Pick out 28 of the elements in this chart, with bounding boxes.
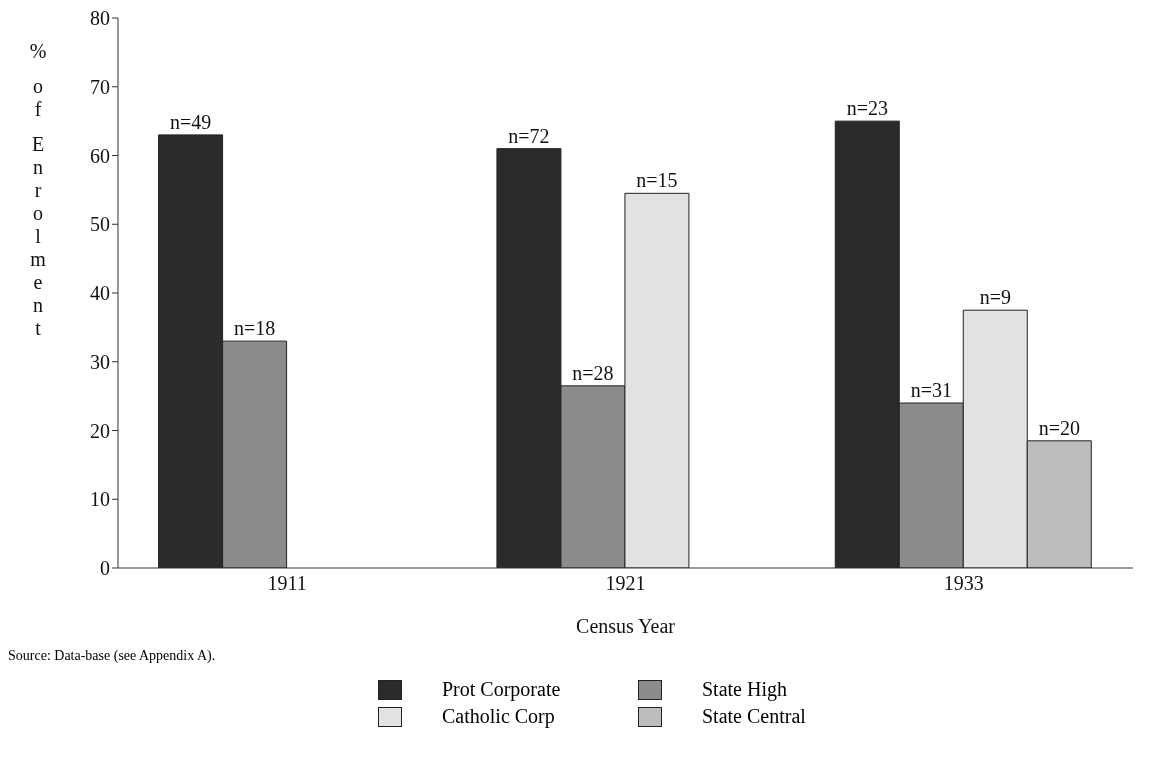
x-tick-label: 1921 <box>605 572 646 595</box>
source-note: Source: Data-base (see Appendix A). <box>8 648 216 664</box>
annotation: n=23 <box>846 97 888 120</box>
y-tick-label: 30 <box>90 350 110 373</box>
annotation: n=31 <box>910 379 952 401</box>
y-tick-label: 70 <box>90 75 110 98</box>
x-tick-label: 1911 <box>267 572 307 595</box>
y-tick-label: 80 <box>90 7 110 30</box>
x-axis-title: Census Year <box>576 615 676 637</box>
annotation: n=49 <box>169 110 212 133</box>
annotation: n=72 <box>508 124 550 147</box>
annotation: n=15 <box>636 169 678 192</box>
y-tick-label: 50 <box>90 213 110 236</box>
y-tick-label: 20 <box>90 419 110 442</box>
annotation: n=20 <box>1038 416 1080 439</box>
legend-label: Prot Corporate <box>442 678 561 701</box>
y-tick-label: 10 <box>90 488 110 511</box>
y-tick-label: 60 <box>90 144 110 167</box>
x-tick-label: 1933 <box>943 572 984 595</box>
legend-label: Catholic Corp <box>442 705 555 728</box>
legend-label: State High <box>702 678 787 701</box>
y-tick-label: 0 <box>100 557 110 580</box>
annotation: n=28 <box>572 361 614 384</box>
legend-label: State Central <box>702 705 806 728</box>
annotation: n=9 <box>979 286 1011 309</box>
annotation: n=18 <box>233 317 276 340</box>
text: % of Enrolment <box>29 40 47 339</box>
y-tick-label: 40 <box>90 282 110 305</box>
